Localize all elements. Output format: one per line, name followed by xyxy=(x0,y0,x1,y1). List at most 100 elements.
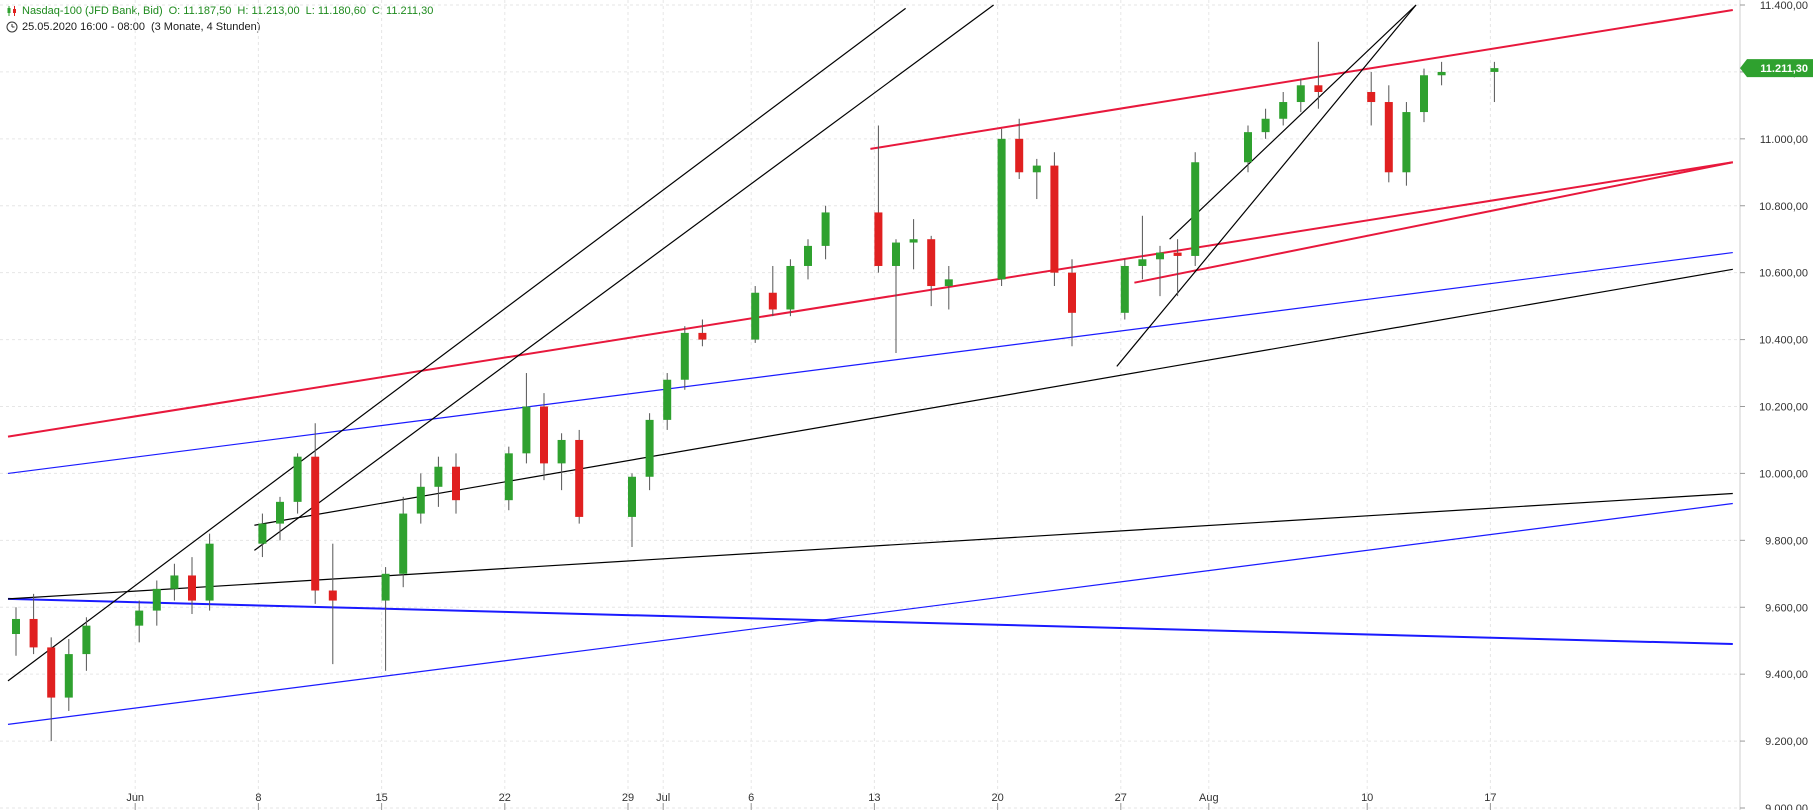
x-tick-label: Jul xyxy=(656,792,670,804)
candle-body xyxy=(698,332,707,340)
candle-body xyxy=(944,279,953,287)
candle-body xyxy=(1068,272,1076,313)
candle-body xyxy=(12,618,20,635)
y-tick-label: 10.600,00 xyxy=(1759,268,1808,280)
high-value: H: 11.213,00 xyxy=(237,5,300,17)
last-price-label: 11.211,30 xyxy=(1760,63,1808,75)
x-tick-label: 13 xyxy=(868,792,880,804)
candle-body xyxy=(663,379,672,420)
candle-body xyxy=(434,466,443,487)
candle-body xyxy=(645,419,654,477)
trendline-channel-lower xyxy=(1134,161,1733,284)
candle-body xyxy=(1244,132,1252,163)
candle-body xyxy=(381,573,390,601)
candle-body xyxy=(258,523,267,544)
candle-body xyxy=(64,654,73,698)
candle-body xyxy=(1015,138,1024,173)
candle-body xyxy=(328,590,337,601)
candle-body xyxy=(821,212,830,246)
x-tick-label: 20 xyxy=(991,792,1003,804)
candle-body xyxy=(680,332,689,380)
trendline-black-steep-2 xyxy=(254,4,994,551)
candle-body xyxy=(1156,252,1164,260)
x-tick-label: Jun xyxy=(126,792,144,804)
candle-body xyxy=(1138,259,1147,266)
y-tick-label: 11.000,00 xyxy=(1760,134,1808,146)
low-value: L: 11.180,60 xyxy=(305,5,366,17)
candle-body xyxy=(1402,112,1411,173)
y-tick-label: 10.200,00 xyxy=(1759,402,1808,414)
y-tick-label: 10.800,00 xyxy=(1759,201,1808,213)
candle-body xyxy=(416,486,425,514)
candle-body xyxy=(786,265,795,310)
chart-header-quote: Nasdaq-100 (JFD Bank, Bid) O: 11.187,50 … xyxy=(6,5,433,17)
candle-body xyxy=(522,406,531,454)
trendline-black-steep-4 xyxy=(1169,4,1417,240)
candle-body xyxy=(628,476,636,517)
candle-body xyxy=(909,239,918,243)
y-tick-label: 9.000,00 xyxy=(1765,803,1808,810)
trendlines xyxy=(7,4,1733,725)
candles xyxy=(12,41,1499,742)
candle-body xyxy=(575,439,584,517)
candle-body xyxy=(293,456,302,502)
candle-body xyxy=(892,242,900,266)
candle-body xyxy=(452,466,460,501)
candle-body xyxy=(1314,85,1323,92)
candle-body xyxy=(1490,68,1499,72)
y-tick-label: 9.400,00 xyxy=(1765,669,1808,681)
close-value: C: 11.211,30 xyxy=(371,5,434,17)
candle-body xyxy=(82,625,91,655)
candle-body xyxy=(1120,265,1129,313)
candle-body xyxy=(997,138,1006,280)
open-value: O: 11.187,50 xyxy=(168,5,232,17)
y-tick-label: 9.800,00 xyxy=(1765,535,1808,547)
x-axis: Jun 8 15 22 29 Jul 6 13 20 27 Aug 10 17 xyxy=(126,792,1497,810)
candle-body xyxy=(1384,102,1393,173)
candle-body xyxy=(135,610,144,626)
x-tick-label: 8 xyxy=(255,792,261,804)
trendline-black-steep-3 xyxy=(1116,4,1417,367)
candle-body xyxy=(1173,252,1182,256)
candle-body xyxy=(1296,85,1305,103)
x-tick-label: 27 xyxy=(1115,792,1127,804)
y-tick-label: 10.000,00 xyxy=(1759,468,1808,480)
x-tick-label: Aug xyxy=(1199,792,1219,804)
candle-body xyxy=(311,456,320,591)
last-price-marker: 11.211,30 xyxy=(1740,59,1813,78)
trendline-channel-upper xyxy=(870,9,1733,150)
candle-body xyxy=(1261,118,1270,133)
candle-body xyxy=(751,292,760,340)
candle-body xyxy=(1279,102,1288,119)
trendline-blue-horizontal xyxy=(7,597,1733,646)
y-axis: 9.000,00 9.200,00 9.400,00 9.600,00 9.800,00… xyxy=(1739,0,1808,810)
candle-body xyxy=(804,245,812,266)
candle-body xyxy=(1032,165,1041,173)
x-tick-label: 6 xyxy=(748,792,754,804)
candle-body xyxy=(874,212,883,266)
x-tick-label: 17 xyxy=(1484,792,1496,804)
candle-body xyxy=(1420,75,1428,113)
x-tick-label: 29 xyxy=(622,792,634,804)
chart-header-period: 25.05.2020 16:00 - 08:00 (3 Monate, 4 St… xyxy=(6,21,260,33)
trendline-channel-middle xyxy=(7,161,1733,438)
candle-body xyxy=(1437,71,1446,76)
candle-body xyxy=(276,501,284,524)
x-tick-label: 15 xyxy=(375,792,387,804)
candle-body xyxy=(927,239,936,287)
candle-body xyxy=(47,647,56,698)
clock-icon xyxy=(6,21,18,33)
trendline-black-steep-1 xyxy=(7,7,906,682)
candle-body xyxy=(188,575,196,601)
candle-body xyxy=(1050,165,1059,273)
candle-body xyxy=(399,513,408,574)
x-tick-label: 10 xyxy=(1361,792,1373,804)
candle-body xyxy=(1191,162,1200,256)
candle-body xyxy=(1367,91,1376,103)
trendline-black-long xyxy=(7,492,1733,600)
y-tick-label: 10.400,00 xyxy=(1759,335,1808,347)
grid-lines xyxy=(0,0,1740,809)
candle-body xyxy=(768,292,777,310)
timestamp-range: 25.05.2020 16:00 - 08:00 xyxy=(22,21,145,33)
